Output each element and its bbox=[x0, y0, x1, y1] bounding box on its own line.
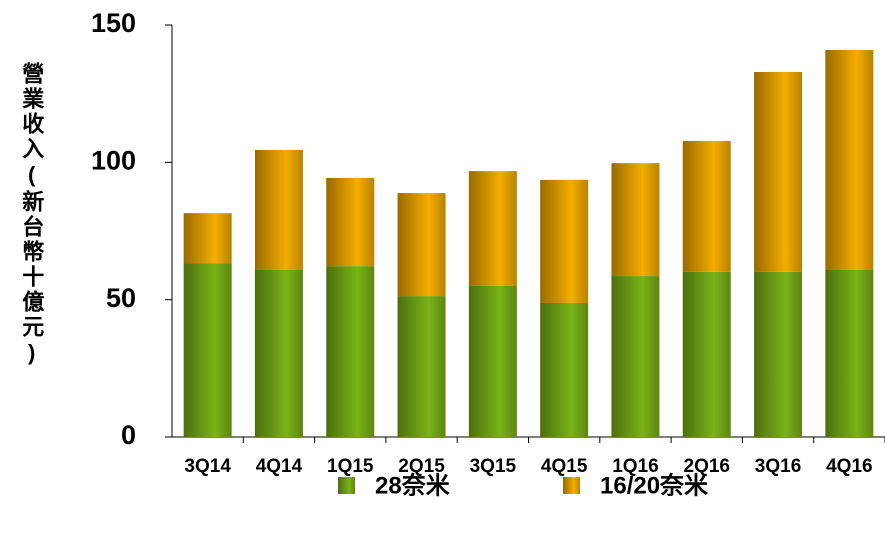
x-tick-label: 2Q16 bbox=[684, 456, 730, 477]
bar-segment bbox=[754, 71, 803, 272]
legend-swatch bbox=[563, 477, 580, 494]
bar-segment bbox=[540, 179, 589, 303]
legend-label: 28奈米 bbox=[375, 472, 450, 499]
x-tick-label: 4Q14 bbox=[256, 456, 303, 477]
bar-segment bbox=[254, 270, 303, 437]
bar-segment bbox=[183, 213, 232, 264]
x-tick-label: 1Q15 bbox=[327, 456, 374, 477]
x-tick-label: 4Q16 bbox=[826, 456, 872, 477]
y-axis-label: 營業收入(新台幣十億元) bbox=[19, 62, 44, 368]
y-tick-label: 50 bbox=[106, 283, 136, 313]
bar-segment bbox=[468, 171, 517, 286]
bar-segment bbox=[183, 263, 232, 437]
bar-segment bbox=[611, 163, 660, 277]
x-tick-label: 3Q14 bbox=[184, 456, 231, 477]
x-tick-label: 2Q15 bbox=[398, 456, 445, 477]
y-tick-label: 150 bbox=[91, 8, 136, 38]
legend-label: 16/20奈米 bbox=[600, 472, 708, 499]
bar-segment bbox=[468, 285, 517, 437]
x-tick-label: 4Q15 bbox=[541, 456, 588, 477]
bar-segment bbox=[825, 270, 874, 437]
bar-segment bbox=[254, 149, 303, 271]
bar-segment bbox=[682, 140, 731, 272]
y-tick-label: 100 bbox=[91, 145, 136, 175]
legend-swatch bbox=[338, 477, 355, 494]
bar-segment bbox=[611, 276, 660, 437]
bar-segment bbox=[397, 193, 446, 297]
bar-segment bbox=[540, 302, 589, 437]
x-tick-label: 3Q15 bbox=[470, 456, 517, 477]
bar-segment bbox=[326, 177, 375, 267]
bar-segment bbox=[397, 296, 446, 437]
bar-segment bbox=[682, 271, 731, 437]
x-tick-label: 1Q16 bbox=[612, 456, 658, 477]
bar-segment bbox=[754, 271, 803, 437]
bar-segment bbox=[326, 266, 375, 437]
x-tick-label: 3Q16 bbox=[755, 456, 801, 477]
y-tick-label: 0 bbox=[121, 420, 136, 450]
bar-segment bbox=[825, 49, 874, 271]
